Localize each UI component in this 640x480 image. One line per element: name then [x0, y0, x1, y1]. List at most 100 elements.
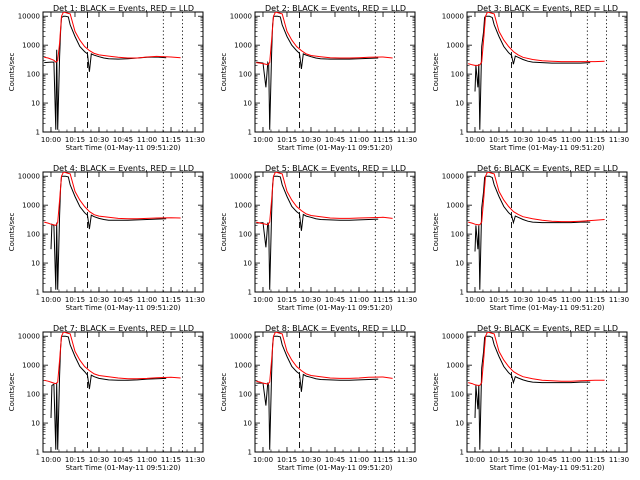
x-tick-label: 11:00	[561, 296, 581, 304]
x-tick-label: 10:15	[489, 296, 509, 304]
x-tick-label: 10:30	[89, 296, 109, 304]
lld-series-line	[44, 12, 181, 63]
y-axis-label: Counts/sec	[8, 373, 16, 412]
x-tick-label: 11:30	[609, 456, 629, 464]
y-tick-label: 1000	[234, 362, 252, 370]
plot-title: Det 5: BLACK = Events, RED = LLD	[265, 164, 406, 173]
y-tick-label: 1000	[22, 202, 40, 210]
x-tick-label: 10:45	[113, 296, 133, 304]
plot-frame	[42, 11, 204, 133]
plot-frame	[42, 171, 204, 293]
y-axis-label: Counts/sec	[8, 53, 16, 92]
y-tick-label: 100	[239, 231, 252, 239]
y-tick-label: 1000	[22, 362, 40, 370]
x-tick-label: 11:30	[609, 136, 629, 144]
x-tick-label: 11:00	[137, 456, 157, 464]
x-tick-label: 11:00	[349, 296, 369, 304]
y-axis-label: Counts/sec	[220, 373, 228, 412]
plot-title: Det 2: BLACK = Events, RED = LLD	[265, 4, 406, 13]
lld-series-line	[256, 12, 393, 66]
y-tick-label: 100	[27, 231, 40, 239]
y-tick-label: 100	[451, 71, 464, 79]
y-axis-label: Counts/sec	[8, 213, 16, 252]
x-tick-label: 11:00	[137, 136, 157, 144]
y-tick-label: 1000	[22, 42, 40, 50]
y-tick-label: 100	[239, 391, 252, 399]
plot-title: Det 8: BLACK = Events, RED = LLD	[265, 324, 406, 333]
y-tick-label: 1	[248, 129, 252, 137]
y-tick-label: 10	[31, 100, 40, 108]
events-series-line	[50, 175, 167, 290]
x-tick-label: 10:15	[65, 136, 85, 144]
x-axis-label: Start Time (01-May-11 09:51:20)	[489, 304, 604, 312]
y-tick-label: 10000	[230, 13, 252, 21]
lld-series-line	[468, 172, 605, 226]
y-axis-label: Counts/sec	[432, 373, 440, 412]
y-tick-label: 1000	[234, 202, 252, 210]
y-tick-label: 1	[248, 289, 252, 297]
y-axis-label: Counts/sec	[432, 53, 440, 92]
x-tick-label: 10:30	[513, 136, 533, 144]
x-axis-label: Start Time (01-May-11 09:51:20)	[65, 144, 180, 152]
plot-frame	[466, 11, 628, 133]
y-tick-label: 1	[460, 449, 464, 457]
x-tick-label: 10:15	[489, 456, 509, 464]
x-tick-label: 10:00	[465, 296, 485, 304]
x-tick-label: 11:15	[161, 136, 181, 144]
y-tick-label: 10000	[442, 13, 464, 21]
y-tick-label: 1	[36, 129, 40, 137]
x-tick-label: 10:15	[65, 296, 85, 304]
x-axis-label: Start Time (01-May-11 09:51:20)	[65, 464, 180, 472]
y-tick-label: 10	[31, 420, 40, 428]
x-tick-label: 11:15	[373, 456, 393, 464]
x-tick-label: 11:15	[373, 296, 393, 304]
x-tick-label: 10:00	[253, 456, 273, 464]
x-tick-label: 10:00	[253, 136, 273, 144]
y-tick-label: 1	[36, 449, 40, 457]
detector-panel-1: Det 1: BLACK = Events, RED = LLD 1 10 100 10…	[8, 4, 205, 152]
y-tick-label: 10	[455, 260, 464, 268]
x-axis-label: Start Time (01-May-11 09:51:20)	[489, 144, 604, 152]
y-tick-label: 100	[239, 71, 252, 79]
x-tick-label: 10:15	[65, 456, 85, 464]
x-tick-label: 10:30	[513, 456, 533, 464]
x-tick-label: 10:30	[301, 136, 321, 144]
events-series-line	[256, 175, 379, 290]
y-tick-label: 100	[451, 231, 464, 239]
detector-panel-7: Det 7: BLACK = Events, RED = LLD 1 10 100 10…	[8, 324, 205, 472]
y-tick-label: 1	[460, 289, 464, 297]
plot-frame	[466, 171, 628, 293]
lld-series-line	[468, 332, 605, 386]
y-tick-label: 10	[455, 100, 464, 108]
y-tick-label: 100	[27, 391, 40, 399]
x-tick-label: 11:00	[561, 456, 581, 464]
y-tick-label: 1000	[446, 362, 464, 370]
y-tick-label: 1000	[446, 202, 464, 210]
detector-panel-4: Det 4: BLACK = Events, RED = LLD 1 10 100 10…	[8, 164, 205, 312]
events-series-line	[50, 335, 167, 450]
x-axis-label: Start Time (01-May-11 09:51:20)	[489, 464, 604, 472]
x-tick-label: 11:00	[349, 136, 369, 144]
x-tick-label: 10:30	[89, 136, 109, 144]
y-tick-label: 10000	[18, 173, 40, 181]
x-tick-label: 10:15	[489, 136, 509, 144]
y-tick-label: 100	[451, 391, 464, 399]
x-axis-label: Start Time (01-May-11 09:51:20)	[277, 464, 392, 472]
x-tick-label: 10:15	[277, 136, 297, 144]
plot-title: Det 1: BLACK = Events, RED = LLD	[53, 4, 194, 13]
events-series-line	[44, 15, 167, 130]
events-series-line	[474, 15, 591, 130]
y-tick-label: 1	[248, 449, 252, 457]
y-tick-label: 10000	[442, 173, 464, 181]
plot-frame	[254, 331, 416, 453]
x-tick-label: 10:30	[301, 456, 321, 464]
y-tick-label: 10000	[230, 333, 252, 341]
detector-panel-9: Det 9: BLACK = Events, RED = LLD 1 10 100 10…	[432, 324, 629, 472]
x-tick-label: 10:45	[113, 456, 133, 464]
y-axis-label: Counts/sec	[432, 213, 440, 252]
plot-frame	[42, 331, 204, 453]
y-tick-label: 10	[243, 420, 252, 428]
x-axis-label: Start Time (01-May-11 09:51:20)	[277, 304, 392, 312]
lld-series-line	[44, 332, 181, 385]
